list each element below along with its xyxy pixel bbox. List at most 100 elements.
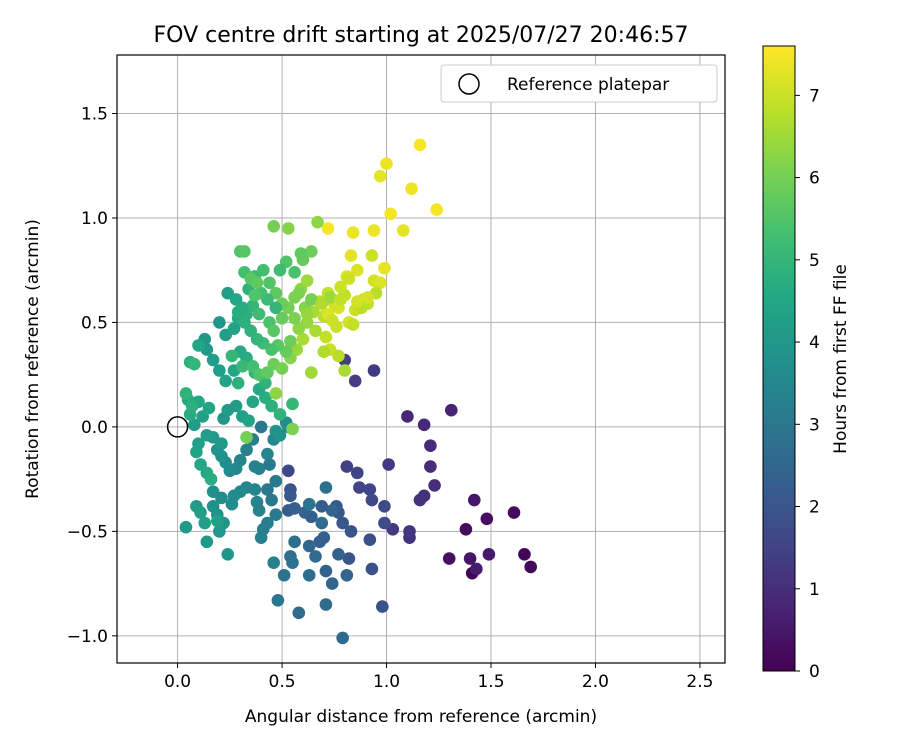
data-point [302,568,316,582]
y-axis-label: Rotation from reference (arcmin) [23,219,43,499]
data-point [363,533,377,547]
data-point [467,493,481,507]
legend-label: Reference platepar [507,75,669,95]
data-point [302,497,316,511]
x-axis-ticks: 0.0 0.5 1.0 1.5 2.0 2.5 [164,663,713,692]
data-point [480,512,494,526]
data-point [240,443,253,457]
data-point [382,458,395,471]
data-point [227,322,241,336]
chart-title: FOV centre drift starting at 2025/07/27 … [154,23,689,48]
data-point [252,307,266,321]
data-point [311,215,324,229]
data-point [346,318,360,331]
data-point [231,376,245,390]
reference-marker [166,416,189,438]
data-point [378,499,391,513]
y-axis-ticks: −1.0 −0.5 0.0 0.5 1.0 1.5 [67,105,117,647]
legend-reference-marker [458,73,480,95]
data-point [417,418,431,432]
data-point [319,330,333,344]
data-point [269,387,283,400]
x-axis-label: Angular distance from reference (arcmin) [245,707,597,727]
data-point [363,483,377,496]
legend: Reference platepar [440,64,718,103]
data-point [225,349,239,363]
data-point [300,274,314,287]
colorbar-tick-label: 1 [809,580,820,600]
data-point [332,548,345,561]
data-point [305,293,318,306]
data-point [315,499,329,513]
data-point [194,506,207,519]
x-tick-label: 1.5 [477,672,504,692]
data-point [319,564,333,578]
data-point [284,334,297,348]
data-point [309,550,322,563]
data-point [238,316,251,329]
data-point [288,502,301,515]
data-point [350,263,364,277]
x-tick-label: 0.0 [164,672,191,692]
data-point [424,439,437,453]
data-point [344,249,358,262]
data-point [254,420,268,434]
data-point [202,401,216,415]
data-point [365,249,379,262]
data-point [277,568,291,582]
data-point [256,263,270,277]
data-point [430,203,443,216]
data-point [302,539,316,553]
data-point [273,263,287,277]
data-point [336,631,349,645]
data-point [459,522,473,536]
data-point [275,362,289,375]
data-point [334,280,347,294]
data-point [518,548,531,561]
data-point [288,265,301,279]
data-point [346,226,360,239]
y-tick-label: −0.5 [67,522,108,542]
data-point [413,493,427,507]
data-point [470,562,483,576]
data-point [225,497,239,511]
data-point [271,594,285,607]
data-point [265,399,278,413]
data-point [405,182,418,196]
data-point [340,460,354,473]
data-point [286,422,299,436]
colorbar-tick-label: 4 [809,333,820,353]
data-point [240,431,253,444]
data-point [188,357,201,371]
data-point [507,506,521,519]
data-point [401,410,414,423]
data-point [340,568,354,582]
data-point [269,424,283,438]
colorbar-tick-label: 5 [809,251,820,271]
colorbar [762,45,796,672]
data-point [378,261,391,275]
data-points [179,138,537,645]
data-point [373,169,387,183]
data-point [317,345,331,358]
data-point [367,364,381,377]
x-tick-label: 2.5 [686,672,713,692]
data-point [269,508,283,521]
data-point [305,366,318,379]
colorbar-label: Hours from first FF file [831,264,851,454]
y-tick-label: 0.5 [81,313,108,333]
data-point [286,556,299,570]
data-point [200,535,214,549]
data-point [334,293,347,306]
data-point [204,472,218,486]
data-point [384,207,398,221]
data-point [248,288,262,302]
data-point [206,485,220,498]
data-point [323,291,337,304]
data-point [190,445,203,459]
data-point [288,311,301,325]
data-point [267,324,281,338]
data-point [236,360,249,373]
legend-box [440,64,718,103]
colorbar-ticks: 0 1 2 3 4 5 6 7 [795,86,820,682]
